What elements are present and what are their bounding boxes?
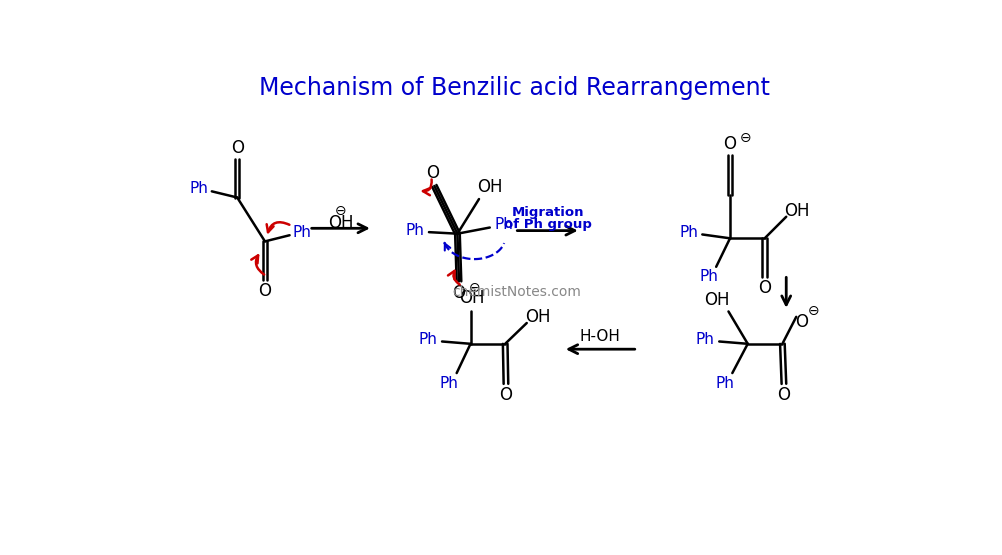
Text: ⊖: ⊖ <box>807 305 819 319</box>
Text: Migration: Migration <box>511 206 583 219</box>
Text: O: O <box>777 386 790 405</box>
Text: Ph: Ph <box>698 269 717 284</box>
Text: O: O <box>426 164 439 182</box>
Text: O: O <box>230 139 243 157</box>
Text: OH: OH <box>477 179 502 196</box>
Text: Ph: Ph <box>418 332 437 347</box>
Text: O: O <box>259 282 272 300</box>
Text: Ph: Ph <box>189 181 208 196</box>
Text: O: O <box>758 279 771 297</box>
Text: Ph: Ph <box>405 223 424 238</box>
Text: O: O <box>795 313 808 331</box>
Text: Ph: Ph <box>695 332 714 347</box>
Text: Ph: Ph <box>494 217 513 232</box>
Text: OH: OH <box>784 203 809 220</box>
Text: ⊖: ⊖ <box>468 281 480 295</box>
Text: Ph: Ph <box>439 376 458 391</box>
Text: Ph: Ph <box>679 225 698 240</box>
Text: ⊖: ⊖ <box>335 204 346 218</box>
Text: Ph: Ph <box>293 225 311 240</box>
Text: Ph: Ph <box>714 376 733 391</box>
Text: OH: OH <box>328 214 353 232</box>
Text: O: O <box>452 284 465 302</box>
Text: ⊖: ⊖ <box>738 131 750 145</box>
Text: O: O <box>499 386 512 405</box>
Text: OH: OH <box>459 289 484 306</box>
Text: H-OH: H-OH <box>579 329 619 344</box>
Text: chemistNotes.com: chemistNotes.com <box>452 285 580 299</box>
Text: Mechanism of Benzilic acid Rearrangement: Mechanism of Benzilic acid Rearrangement <box>259 76 769 100</box>
Text: OH: OH <box>703 291 729 309</box>
Text: of Ph group: of Ph group <box>503 218 591 231</box>
Text: OH: OH <box>524 308 550 326</box>
Text: O: O <box>722 135 735 153</box>
